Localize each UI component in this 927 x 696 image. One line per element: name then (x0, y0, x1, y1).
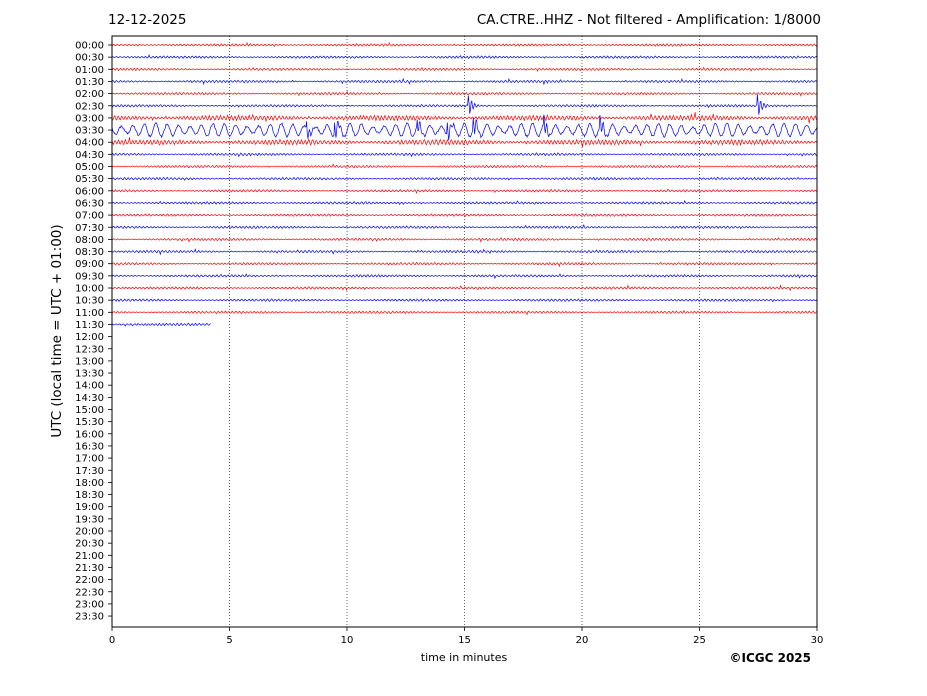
y-tick-label: 22:30 (75, 587, 104, 598)
y-tick-label: 01:30 (75, 77, 104, 88)
trace-0900 (111, 261, 818, 268)
y-tick-label: 15:00 (75, 405, 104, 416)
trace-0500 (111, 163, 818, 169)
x-tick-label: 15 (458, 635, 471, 646)
y-tick-label: 08:30 (75, 247, 104, 258)
trace-0130 (111, 77, 818, 86)
x-axis-label: time in minutes (420, 651, 508, 664)
y-tick-label: 20:00 (75, 527, 104, 538)
trace-0400 (111, 137, 818, 148)
y-tick-label: 04:00 (75, 138, 104, 149)
y-tick-label: 10:00 (75, 284, 104, 295)
y-tick-label: 15:30 (75, 417, 104, 428)
y-tick-label: 23:30 (75, 612, 104, 623)
x-tick-label: 20 (576, 635, 589, 646)
station-title: CA.CTRE..HHZ - Not filtered - Amplificat… (476, 12, 821, 28)
trace-0330 (111, 114, 818, 141)
trace-0800 (111, 237, 818, 243)
trace-0230 (111, 94, 817, 115)
trace-0430 (111, 152, 818, 158)
y-tick-label: 04:30 (75, 150, 104, 161)
y-tick-label: 16:00 (75, 429, 104, 440)
trace-0530 (111, 176, 818, 181)
y-tick-label: 09:00 (75, 259, 104, 270)
y-tick-label: 13:00 (75, 356, 104, 367)
trace-0100 (111, 66, 818, 72)
y-tick-label: 19:30 (75, 514, 104, 525)
y-tick-label: 17:30 (75, 466, 104, 477)
y-tick-label: 05:30 (75, 174, 104, 185)
y-tick-label: 11:00 (75, 308, 104, 319)
y-tick-label: 05:00 (75, 162, 104, 173)
y-tick-label: 06:00 (75, 186, 104, 197)
x-tick-label: 25 (693, 635, 706, 646)
y-tick-label: 21:30 (75, 563, 104, 574)
trace-0030 (111, 54, 818, 60)
y-tick-label: 16:30 (75, 441, 104, 452)
trace-1100 (111, 309, 818, 316)
y-tick-label: 03:00 (75, 113, 104, 124)
trace-0000 (111, 41, 818, 48)
date-label: 12-12-2025 (108, 12, 187, 28)
x-tick-label: 5 (226, 635, 232, 646)
copyright-label: ©ICGC 2025 (729, 651, 811, 665)
y-tick-label: 23:00 (75, 599, 104, 610)
trace-0630 (111, 199, 818, 206)
y-tick-label: 02:30 (75, 101, 104, 112)
y-tick-label: 09:30 (75, 271, 104, 282)
y-tick-label: 12:30 (75, 344, 104, 355)
plot-frame (111, 35, 818, 628)
y-tick-label: 02:00 (75, 89, 104, 100)
x-tick-label: 0 (109, 635, 115, 646)
y-tick-label: 01:00 (75, 65, 104, 76)
y-tick-label: 00:00 (75, 41, 104, 52)
y-tick-label: 08:00 (75, 235, 104, 246)
y-tick-label: 12:00 (75, 332, 104, 343)
y-tick-label: 19:00 (75, 502, 104, 513)
trace-1030 (111, 298, 818, 303)
y-tick-label: 00:30 (75, 53, 104, 64)
trace-0600 (111, 188, 818, 194)
y-tick-label: 03:30 (75, 126, 104, 137)
trace-0730 (111, 224, 817, 230)
y-tick-label: 14:00 (75, 381, 104, 392)
y-tick-label: 07:30 (75, 223, 104, 234)
y-tick-label: 14:30 (75, 393, 104, 404)
trace-0700 (111, 213, 817, 217)
y-tick-label: 22:00 (75, 575, 104, 586)
trace-0200 (111, 90, 818, 97)
trace-0830 (111, 248, 818, 256)
y-tick-label: 20:30 (75, 539, 104, 550)
y-tick-label: 18:00 (75, 478, 104, 489)
y-tick-label: 18:30 (75, 490, 104, 501)
trace-0930 (111, 273, 818, 280)
y-tick-label: 17:00 (75, 454, 104, 465)
y-tick-label: 21:00 (75, 551, 104, 562)
y-tick-label: 06:30 (75, 198, 104, 209)
y-tick-label: 10:30 (75, 296, 104, 307)
trace-0300 (111, 112, 818, 124)
trace-1000 (111, 284, 818, 292)
y-tick-label: 11:30 (75, 320, 104, 331)
y-tick-label: 13:30 (75, 369, 104, 380)
x-tick-label: 10 (341, 635, 354, 646)
y-tick-label: 07:00 (75, 211, 104, 222)
x-tick-label: 30 (811, 635, 824, 646)
trace-1130 (111, 322, 211, 327)
